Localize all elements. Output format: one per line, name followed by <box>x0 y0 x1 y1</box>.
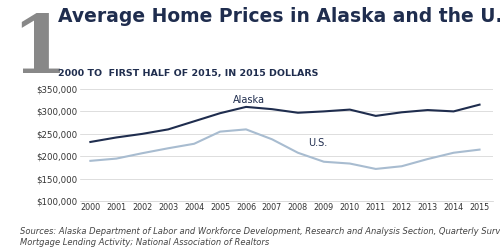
Text: Sources: Alaska Department of Labor and Workforce Development, Research and Anal: Sources: Alaska Department of Labor and … <box>20 227 500 247</box>
Text: 1: 1 <box>11 12 67 90</box>
Text: Alaska: Alaska <box>233 95 265 105</box>
Text: 2000 TO  FIRST HALF OF 2015, IN 2015 DOLLARS: 2000 TO FIRST HALF OF 2015, IN 2015 DOLL… <box>58 69 318 78</box>
Text: Average Home Prices in Alaska and the U.S.: Average Home Prices in Alaska and the U.… <box>58 7 500 26</box>
Text: U.S.: U.S. <box>308 139 328 148</box>
